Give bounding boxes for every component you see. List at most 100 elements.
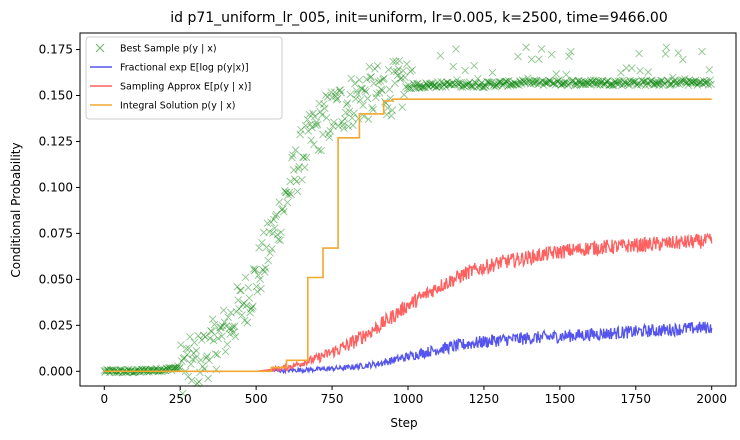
best-sample-point [117, 366, 126, 374]
best-sample-point [594, 77, 602, 85]
best-sample-point [527, 55, 536, 64]
best-sample-point [617, 68, 625, 77]
best-sample-point [505, 76, 513, 85]
best-sample-point [226, 330, 234, 338]
best-sample-point [269, 229, 277, 238]
best-sample-point [331, 92, 340, 100]
best-sample-point [306, 120, 315, 129]
best-sample-point [191, 354, 200, 362]
best-sample-point [526, 79, 535, 88]
best-sample-point [244, 283, 253, 292]
best-sample-point [394, 65, 403, 73]
best-sample-point [500, 79, 509, 87]
best-sample-point [406, 67, 415, 76]
best-sample-point [556, 79, 564, 88]
best-sample-point [357, 84, 366, 93]
best-sample-point [659, 77, 668, 86]
best-sample-point [114, 368, 122, 377]
best-sample-point [201, 332, 210, 341]
best-sample-point [662, 43, 671, 52]
best-sample-point [158, 366, 167, 375]
best-sample-point [431, 81, 439, 89]
best-sample-point [541, 79, 550, 87]
best-sample-point [265, 227, 274, 236]
best-sample-point [690, 79, 699, 87]
best-sample-point [409, 79, 417, 88]
best-sample-point [549, 79, 558, 88]
best-sample-point [648, 79, 657, 88]
best-sample-point [606, 80, 614, 89]
best-sample-point [657, 76, 665, 85]
best-sample-point [318, 111, 326, 119]
best-sample-point [451, 80, 459, 88]
best-sample-point [702, 77, 711, 86]
best-sample-point [281, 188, 290, 196]
best-sample-point [704, 81, 713, 89]
best-sample-point [619, 80, 628, 89]
best-sample-point [305, 110, 314, 119]
best-sample-point [522, 43, 530, 52]
best-sample-point [670, 76, 679, 85]
best-sample-point [512, 79, 520, 88]
best-sample-point [235, 304, 243, 313]
best-sample-point [393, 71, 402, 80]
best-sample-point [542, 78, 551, 87]
best-sample-point [352, 86, 361, 95]
best-sample-point [557, 80, 566, 89]
best-sample-point [535, 55, 543, 64]
best-sample-point [276, 236, 284, 245]
x-tick-label: 0 [100, 392, 108, 406]
best-sample-point [179, 354, 188, 363]
best-sample-point [392, 67, 401, 76]
best-sample-point [414, 83, 423, 91]
best-sample-point [271, 212, 280, 221]
best-sample-point [628, 64, 636, 73]
best-sample-point [583, 78, 592, 87]
best-sample-point [545, 76, 553, 85]
best-sample-point [335, 86, 344, 95]
best-sample-point [273, 230, 282, 239]
best-sample-point [433, 83, 441, 91]
best-sample-point [197, 336, 206, 344]
best-sample-point [612, 78, 621, 87]
best-sample-point [292, 177, 301, 186]
best-sample-point [315, 99, 324, 108]
best-sample-point [317, 146, 325, 155]
best-sample-point [482, 82, 490, 91]
best-sample-point [565, 52, 573, 61]
best-sample-point [469, 83, 478, 91]
best-sample-point [463, 81, 471, 89]
best-sample-point [248, 304, 256, 312]
best-sample-point [508, 80, 517, 88]
best-sample-point [320, 104, 329, 113]
best-sample-point [687, 77, 695, 86]
best-sample-point [210, 320, 219, 329]
best-sample-point [199, 331, 208, 340]
series-best-sample [100, 43, 715, 398]
best-sample-point [189, 349, 198, 358]
best-sample-point [159, 366, 168, 375]
best-sample-point [688, 78, 696, 87]
best-sample-point [429, 82, 438, 90]
best-sample-point [525, 77, 533, 85]
best-sample-point [658, 81, 667, 89]
best-sample-point [678, 76, 686, 84]
best-sample-point [396, 75, 405, 83]
best-sample-point [506, 81, 515, 90]
best-sample-point [442, 83, 450, 91]
x-tick-label: 1500 [545, 392, 576, 406]
best-sample-point [178, 389, 187, 398]
best-sample-point [706, 76, 715, 85]
best-sample-point [654, 78, 663, 86]
best-sample-point [577, 77, 586, 86]
best-sample-point [544, 78, 552, 87]
best-sample-point [198, 362, 207, 371]
best-sample-point [116, 366, 125, 374]
legend-label: Best Sample p(y | x) [120, 44, 217, 55]
best-sample-point [269, 215, 278, 224]
best-sample-point [703, 78, 712, 87]
best-sample-point [437, 78, 446, 86]
best-sample-point [353, 90, 362, 98]
best-sample-point [202, 354, 211, 362]
